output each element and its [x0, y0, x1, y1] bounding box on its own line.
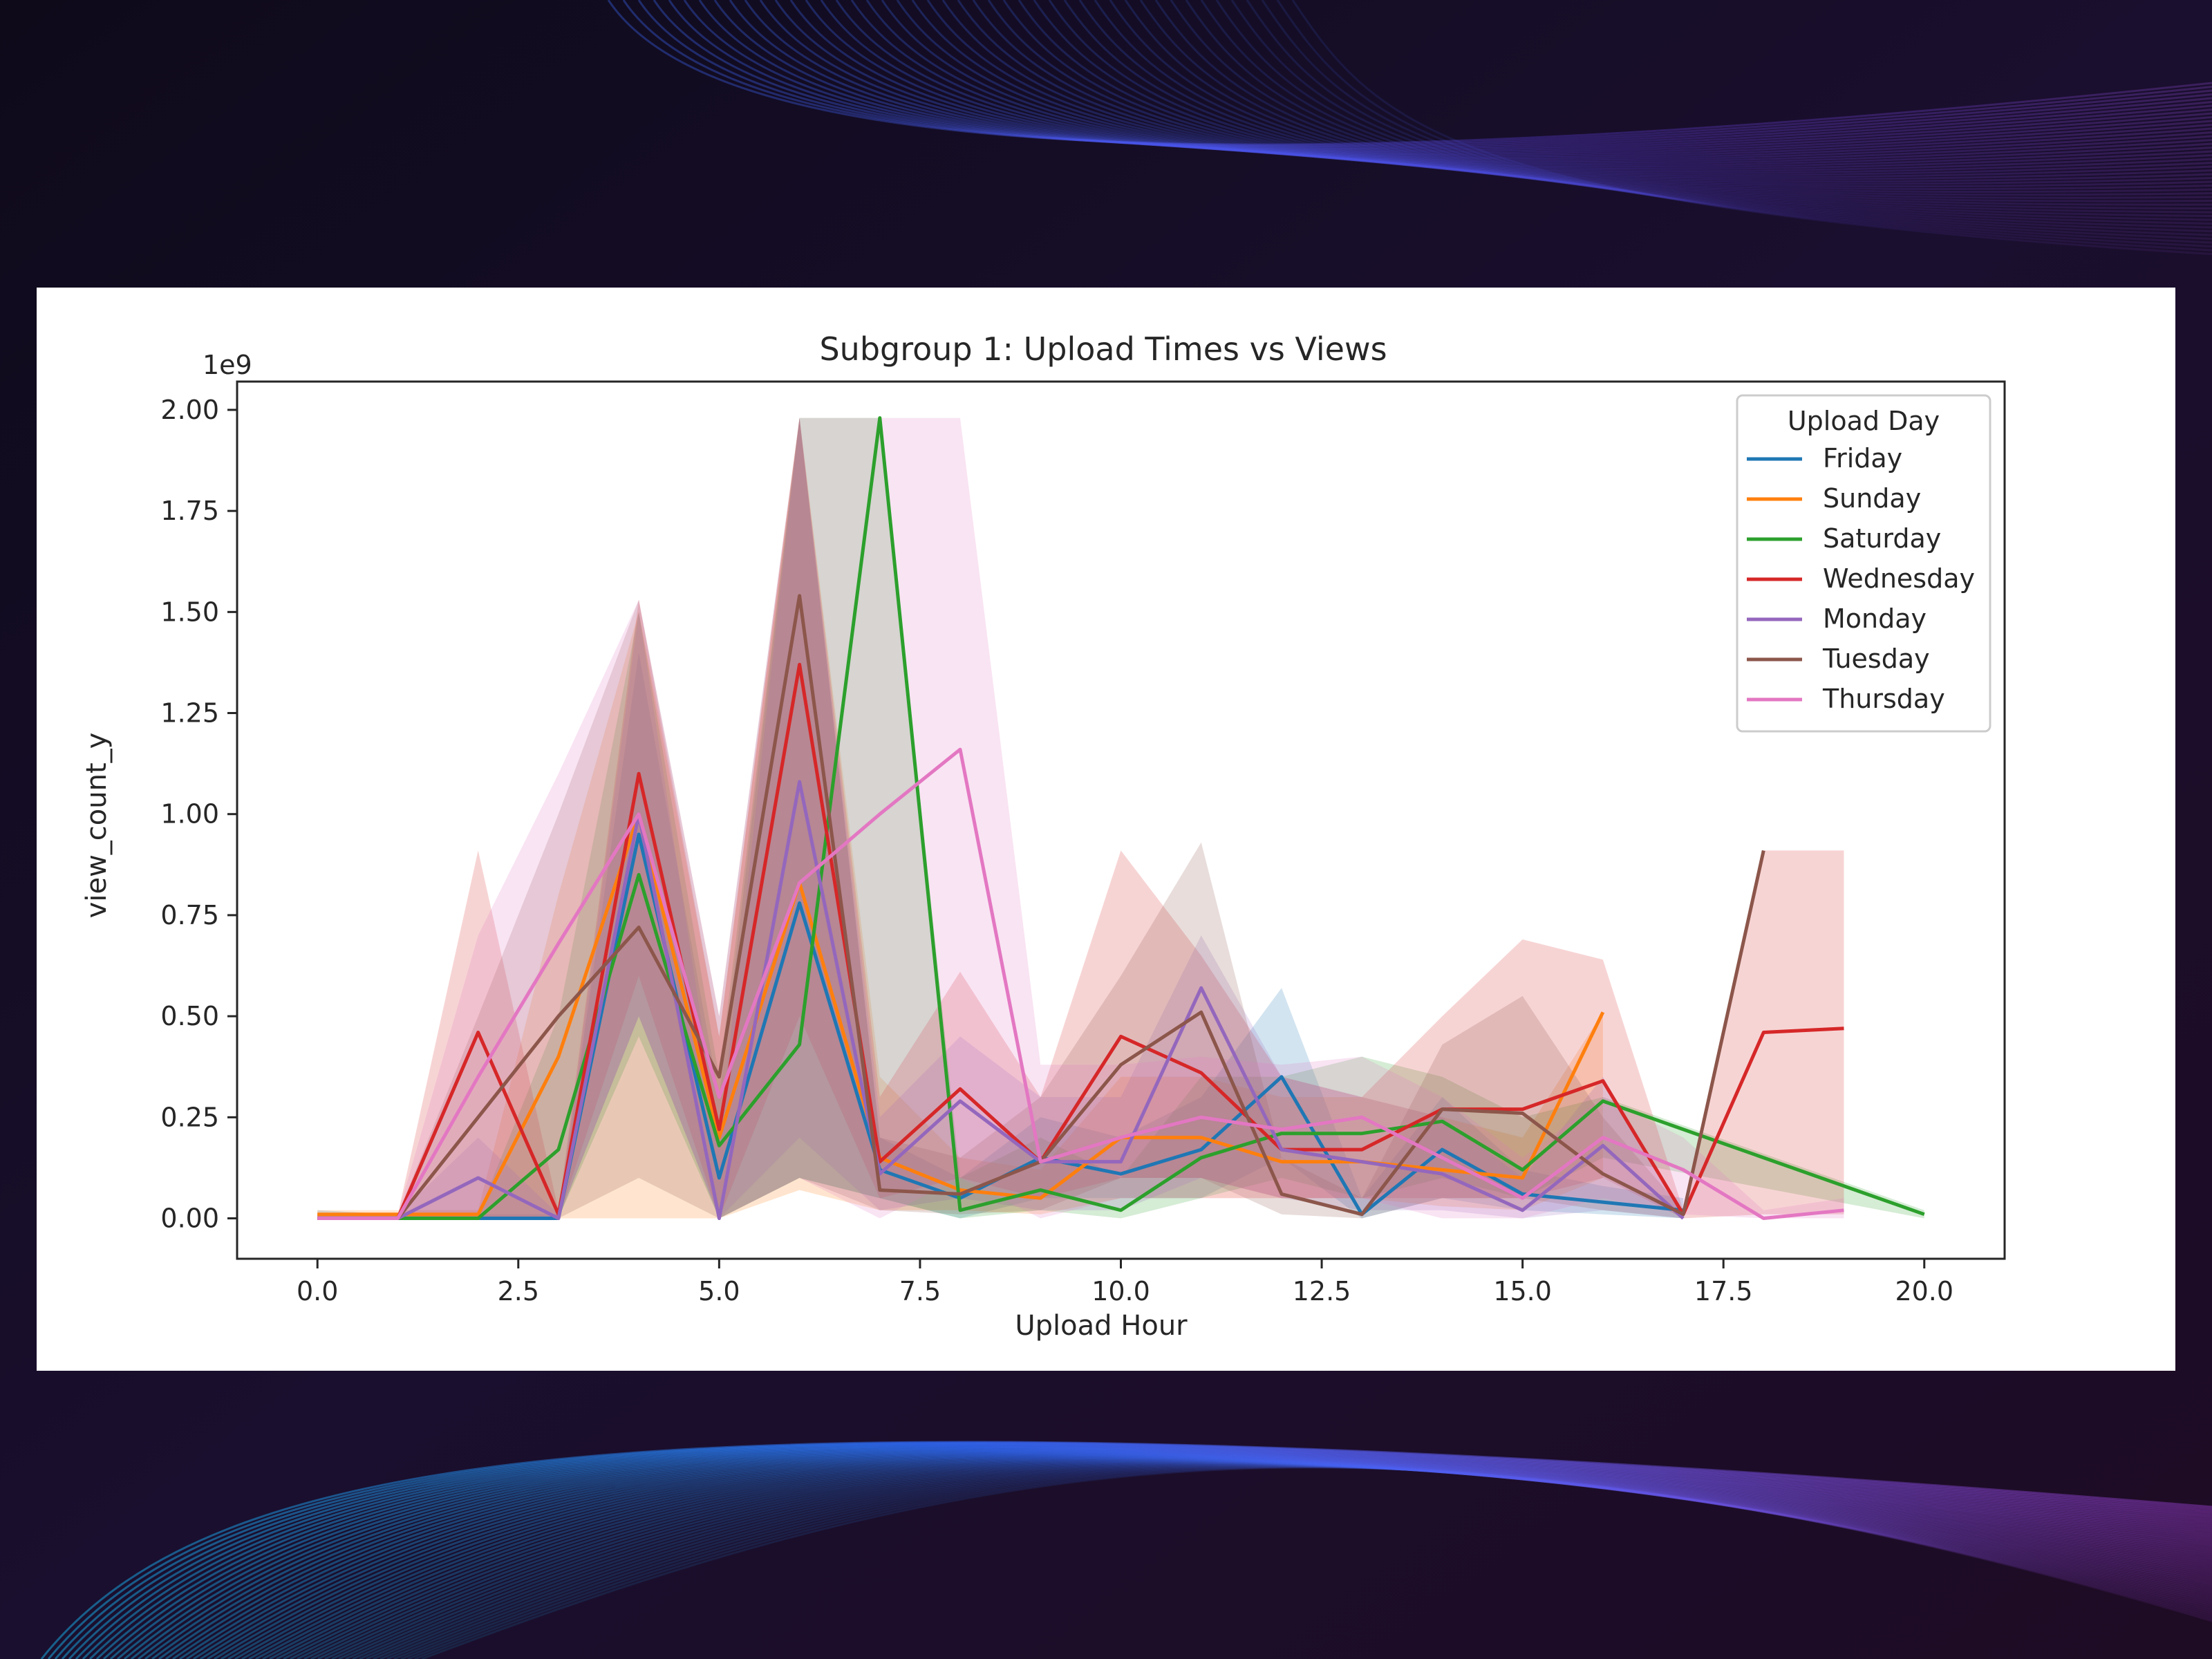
x-tick-label: 2.5	[498, 1276, 539, 1306]
x-tick-label: 0.0	[297, 1276, 338, 1306]
wave-line	[987, 0, 2212, 185]
wave-line	[1094, 0, 2212, 206]
legend: Upload Day Friday Sunday Saturday Wednesday M…	[1736, 394, 1991, 733]
chart-panel: Subgroup 1: Upload Times vs Views 1e9 Up…	[37, 288, 2175, 1371]
legend-label-monday: Monday	[1823, 603, 1927, 634]
wave-line	[1170, 0, 2212, 225]
line-chart: Subgroup 1: Upload Times vs Views 1e9 Up…	[81, 330, 2006, 1342]
x-tick-label: 17.5	[1694, 1276, 1753, 1306]
wave-line	[1230, 0, 2212, 240]
wave-line	[1033, 0, 2212, 194]
wave-line	[1018, 0, 2212, 190]
legend-box	[1736, 394, 1991, 733]
wave-line	[896, 0, 2212, 172]
wave-line	[1185, 0, 2212, 229]
legend-label-sunday: Sunday	[1823, 483, 1921, 514]
wave-line	[972, 0, 2212, 183]
wave-line	[1291, 0, 2212, 255]
legend-label-wednesday: Wednesday	[1823, 563, 1975, 594]
y-tick-label: 0.75	[160, 900, 219, 930]
x-tick-label: 5.0	[698, 1276, 740, 1306]
line-wednesday	[317, 662, 1844, 1220]
y-tick-label: 0.50	[160, 1001, 219, 1031]
band-friday	[317, 418, 1684, 1219]
y-tick-label: 0.25	[160, 1102, 219, 1132]
x-tick-label: 12.5	[1293, 1276, 1351, 1306]
wave-line	[1261, 0, 2212, 247]
wave-line	[1200, 0, 2212, 232]
legend-label-saturday: Saturday	[1823, 523, 1941, 554]
wave-line	[1139, 0, 2212, 217]
wave-line	[957, 0, 2212, 180]
band-monday	[317, 418, 1684, 1219]
wave-line	[1124, 0, 2212, 214]
y-tick-label: 2.00	[160, 395, 219, 425]
band-wednesday	[317, 418, 1844, 1219]
wave-line	[1078, 0, 2212, 203]
wave-line	[881, 0, 2212, 171]
band-thursday	[317, 418, 1844, 1219]
confidence-bands	[317, 418, 1924, 1219]
line-thursday	[317, 747, 1844, 1220]
x-tick-label: 20.0	[1895, 1276, 1953, 1306]
wave-line	[1109, 0, 2212, 209]
wave-line	[421, 1466, 2212, 1659]
legend-label-thursday: Thursday	[1822, 684, 1945, 714]
wave-line	[926, 0, 2212, 176]
wave-line	[1276, 0, 2212, 252]
wave-line	[911, 0, 2212, 174]
wave-line	[1048, 0, 2212, 196]
y-tick-label: 0.00	[160, 1203, 219, 1234]
y-tick-label: 1.00	[160, 799, 219, 830]
wave-line	[1215, 0, 2212, 236]
y-offset-label: 1e9	[203, 350, 252, 380]
legend-title: Upload Day	[1788, 406, 1940, 436]
wave-line	[865, 0, 2212, 169]
legend-label-friday: Friday	[1823, 443, 1902, 474]
wave-line	[1002, 0, 2212, 188]
wave-line	[1246, 0, 2212, 244]
x-tick-label: 15.0	[1493, 1276, 1552, 1306]
line-saturday	[317, 416, 1925, 1220]
legend-label-tuesday: Tuesday	[1822, 644, 1930, 674]
y-tick-label: 1.25	[160, 698, 219, 729]
wave-line	[941, 0, 2212, 178]
series-lines	[317, 416, 1925, 1220]
band-sunday	[317, 418, 1603, 1219]
axes: 0.0 2.5 5.0 7.5 10.0 12.5 15.0 17.5 20.0 0.00 0.25…	[160, 380, 2006, 1306]
wave-line	[1154, 0, 2212, 221]
y-axis-label: view_count_y	[81, 733, 113, 919]
y-tick-label: 1.50	[160, 597, 219, 627]
y-tick-label: 1.75	[160, 496, 219, 526]
wave-line	[1063, 0, 2212, 199]
x-tick-label: 10.0	[1091, 1276, 1150, 1306]
line-monday	[317, 780, 1685, 1220]
wave-line	[850, 0, 2212, 167]
wave-line	[835, 0, 2212, 165]
x-tick-label: 7.5	[899, 1276, 941, 1306]
chart-title: Subgroup 1: Upload Times vs Views	[819, 330, 1387, 368]
x-axis-label: Upload Hour	[1015, 1310, 1188, 1342]
